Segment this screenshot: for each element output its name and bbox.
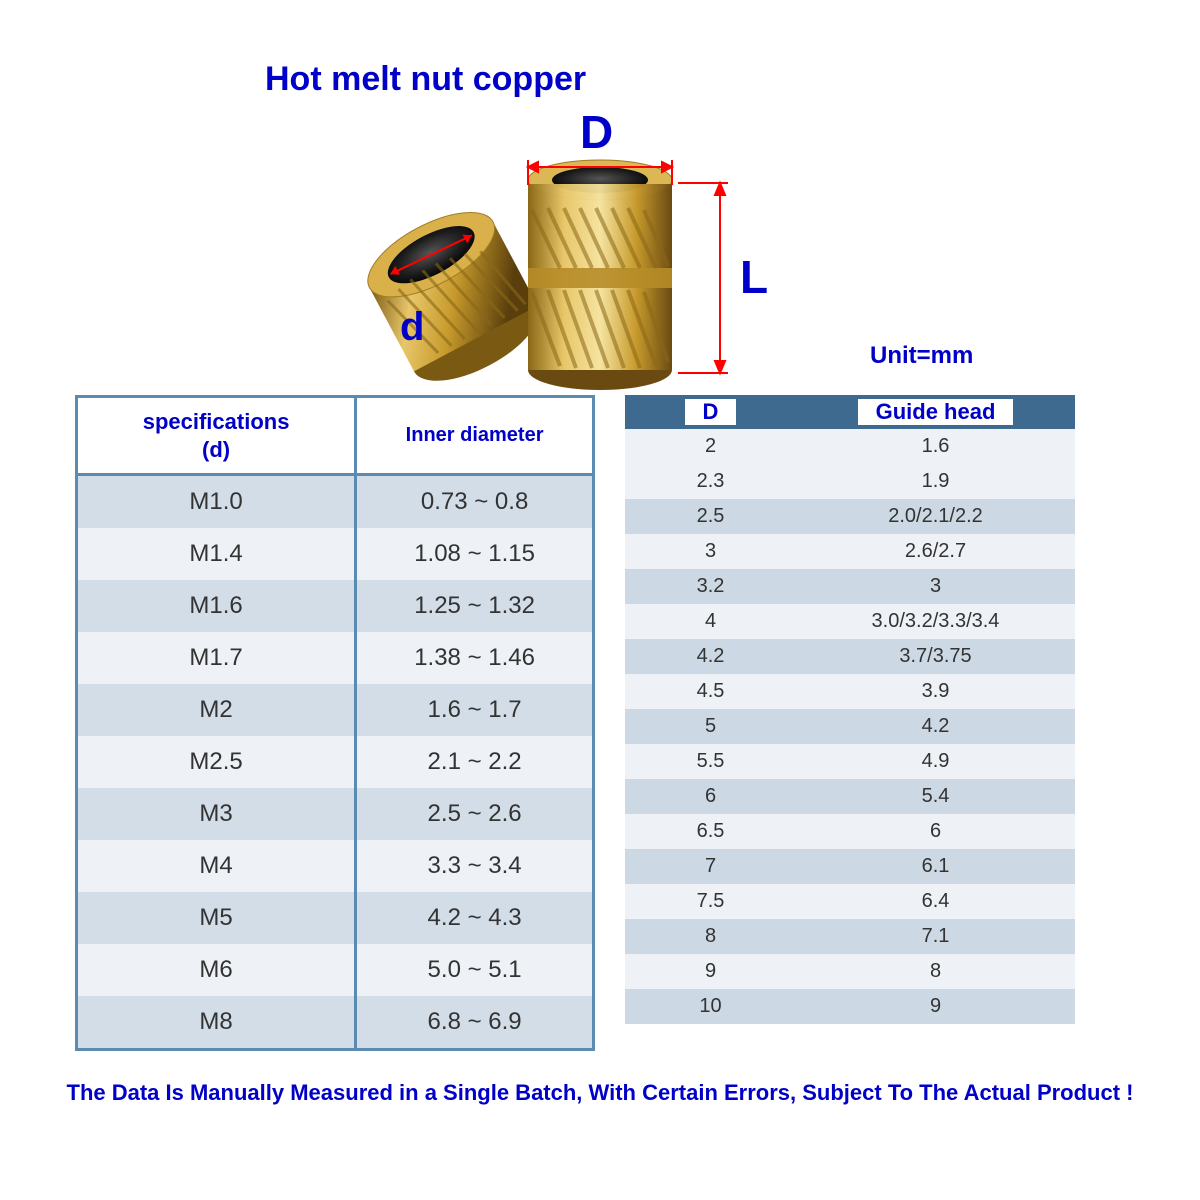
table-cell: M8 — [77, 996, 356, 1050]
table-row: M54.2 ~ 4.3 — [77, 892, 594, 944]
table-row: 109 — [625, 989, 1075, 1024]
table-cell: 6.1 — [796, 849, 1075, 884]
table-row: M1.61.25 ~ 1.32 — [77, 580, 594, 632]
table-cell: 6.4 — [796, 884, 1075, 919]
table-cell: 9 — [796, 989, 1075, 1024]
spec-header: specifications (d) — [77, 397, 356, 475]
table-cell: 9 — [625, 954, 796, 989]
d-header: D — [625, 395, 796, 429]
table-cell: 4 — [625, 604, 796, 639]
table-row: 5.54.9 — [625, 744, 1075, 779]
table-cell: 4.2 — [625, 639, 796, 674]
table-row: M1.00.73 ~ 0.8 — [77, 475, 594, 529]
table-row: M65.0 ~ 5.1 — [77, 944, 594, 996]
table-cell: 3.3 ~ 3.4 — [356, 840, 594, 892]
table-cell: M3 — [77, 788, 356, 840]
table-cell: 6 — [796, 814, 1075, 849]
table-row: M32.5 ~ 2.6 — [77, 788, 594, 840]
table-cell: 6.5 — [625, 814, 796, 849]
table-row: 87.1 — [625, 919, 1075, 954]
table-cell: 6.8 ~ 6.9 — [356, 996, 594, 1050]
table-cell: 8 — [796, 954, 1075, 989]
table-cell: 2.5 — [625, 499, 796, 534]
table-cell: M2 — [77, 684, 356, 736]
table-cell: 0.73 ~ 0.8 — [356, 475, 594, 529]
table-cell: 1.08 ~ 1.15 — [356, 528, 594, 580]
table-cell: 5.4 — [796, 779, 1075, 814]
table-row: M2.52.1 ~ 2.2 — [77, 736, 594, 788]
table-cell: M4 — [77, 840, 356, 892]
table-cell: 5.5 — [625, 744, 796, 779]
guide-head-header: Guide head — [796, 395, 1075, 429]
table-row: 3.23 — [625, 569, 1075, 604]
table-cell: 8 — [625, 919, 796, 954]
product-diagram: D L d — [340, 105, 800, 395]
table-cell: 6 — [625, 779, 796, 814]
table-row: 4.53.9 — [625, 674, 1075, 709]
table-cell: 7 — [625, 849, 796, 884]
table-cell: M1.0 — [77, 475, 356, 529]
table-cell: 5.0 ~ 5.1 — [356, 944, 594, 996]
table-row: 7.56.4 — [625, 884, 1075, 919]
inner-dia-header: Inner diameter — [356, 397, 594, 475]
table-row: 21.6 — [625, 429, 1075, 464]
dimension-label-D: D — [580, 105, 613, 159]
dimension-label-L: L — [740, 250, 768, 304]
guide-head-table: D Guide head 21.62.31.92.52.0/2.1/2.232.… — [625, 395, 1075, 1024]
table-cell: M5 — [77, 892, 356, 944]
table-row: 98 — [625, 954, 1075, 989]
table-row: M1.71.38 ~ 1.46 — [77, 632, 594, 684]
table-row: 32.6/2.7 — [625, 534, 1075, 569]
table-row: M86.8 ~ 6.9 — [77, 996, 594, 1050]
table-cell: 1.25 ~ 1.32 — [356, 580, 594, 632]
table-cell: 4.9 — [796, 744, 1075, 779]
table-cell: 1.6 — [796, 429, 1075, 464]
table-cell: 2.3 — [625, 464, 796, 499]
table-cell: 10 — [625, 989, 796, 1024]
table-cell: 4.5 — [625, 674, 796, 709]
table-row: 65.4 — [625, 779, 1075, 814]
nut-illustration-svg — [340, 105, 800, 395]
table-row: M1.41.08 ~ 1.15 — [77, 528, 594, 580]
table-cell: M1.4 — [77, 528, 356, 580]
table-cell: 2 — [625, 429, 796, 464]
table-cell: M1.6 — [77, 580, 356, 632]
table-cell: 3 — [625, 534, 796, 569]
table-cell: 2.6/2.7 — [796, 534, 1075, 569]
table-cell: 1.9 — [796, 464, 1075, 499]
table-cell: 7.5 — [625, 884, 796, 919]
table-cell: 3.0/3.2/3.3/3.4 — [796, 604, 1075, 639]
table-row: M21.6 ~ 1.7 — [77, 684, 594, 736]
table-cell: 3.7/3.75 — [796, 639, 1075, 674]
table-cell: 5 — [625, 709, 796, 744]
table-cell: M1.7 — [77, 632, 356, 684]
table-cell: 1.6 ~ 1.7 — [356, 684, 594, 736]
table-row: 43.0/3.2/3.3/3.4 — [625, 604, 1075, 639]
table-cell: 4.2 — [796, 709, 1075, 744]
table-cell: 2.1 ~ 2.2 — [356, 736, 594, 788]
table-cell: M2.5 — [77, 736, 356, 788]
table-row: 4.23.7/3.75 — [625, 639, 1075, 674]
table-cell: 3.9 — [796, 674, 1075, 709]
table-row: 76.1 — [625, 849, 1075, 884]
table-cell: 1.38 ~ 1.46 — [356, 632, 594, 684]
table-cell: 2.5 ~ 2.6 — [356, 788, 594, 840]
page-title: Hot melt nut copper — [265, 60, 586, 99]
dimension-label-d: d — [400, 305, 424, 350]
table-row: 2.52.0/2.1/2.2 — [625, 499, 1075, 534]
table-cell: M6 — [77, 944, 356, 996]
table-cell: 2.0/2.1/2.2 — [796, 499, 1075, 534]
table-row: 2.31.9 — [625, 464, 1075, 499]
footer-note: The Data Is Manually Measured in a Singl… — [0, 1080, 1200, 1106]
table-cell: 3.2 — [625, 569, 796, 604]
table-cell: 4.2 ~ 4.3 — [356, 892, 594, 944]
specifications-table: specifications (d) Inner diameter M1.00.… — [75, 395, 595, 1051]
table-row: M43.3 ~ 3.4 — [77, 840, 594, 892]
table-cell: 3 — [796, 569, 1075, 604]
table-cell: 7.1 — [796, 919, 1075, 954]
table-row: 6.56 — [625, 814, 1075, 849]
table-row: 54.2 — [625, 709, 1075, 744]
unit-label: Unit=mm — [870, 342, 973, 370]
